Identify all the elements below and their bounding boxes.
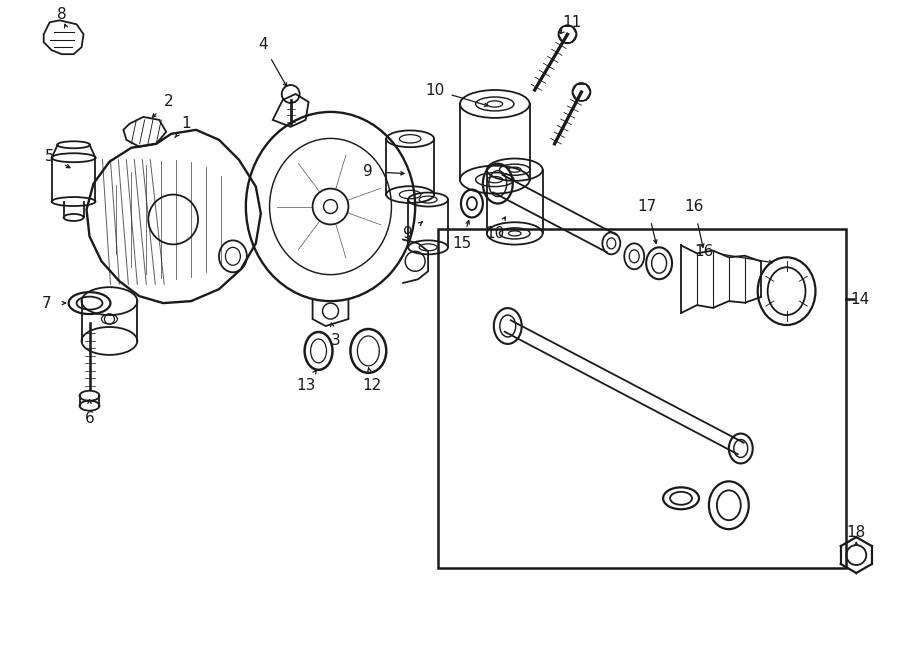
Text: 15: 15 <box>453 236 472 251</box>
Text: 9: 9 <box>364 164 374 179</box>
Text: 10: 10 <box>485 226 504 241</box>
Text: 16: 16 <box>684 199 704 214</box>
Text: 8: 8 <box>57 7 67 22</box>
Text: 9: 9 <box>403 226 413 241</box>
Text: 11: 11 <box>562 15 581 30</box>
Text: 18: 18 <box>847 525 866 539</box>
Text: 17: 17 <box>637 199 657 214</box>
Text: 5: 5 <box>45 149 55 164</box>
Text: 14: 14 <box>850 292 870 307</box>
Text: 12: 12 <box>363 378 382 393</box>
Text: 3: 3 <box>330 333 340 348</box>
Text: 2: 2 <box>165 95 174 110</box>
Text: 16: 16 <box>694 244 714 259</box>
Text: 10: 10 <box>426 83 445 98</box>
Text: 7: 7 <box>42 295 51 311</box>
Text: 4: 4 <box>258 37 267 52</box>
Text: 1: 1 <box>181 116 191 132</box>
Text: 6: 6 <box>85 411 94 426</box>
Bar <box>438 229 846 568</box>
Text: 13: 13 <box>296 378 315 393</box>
